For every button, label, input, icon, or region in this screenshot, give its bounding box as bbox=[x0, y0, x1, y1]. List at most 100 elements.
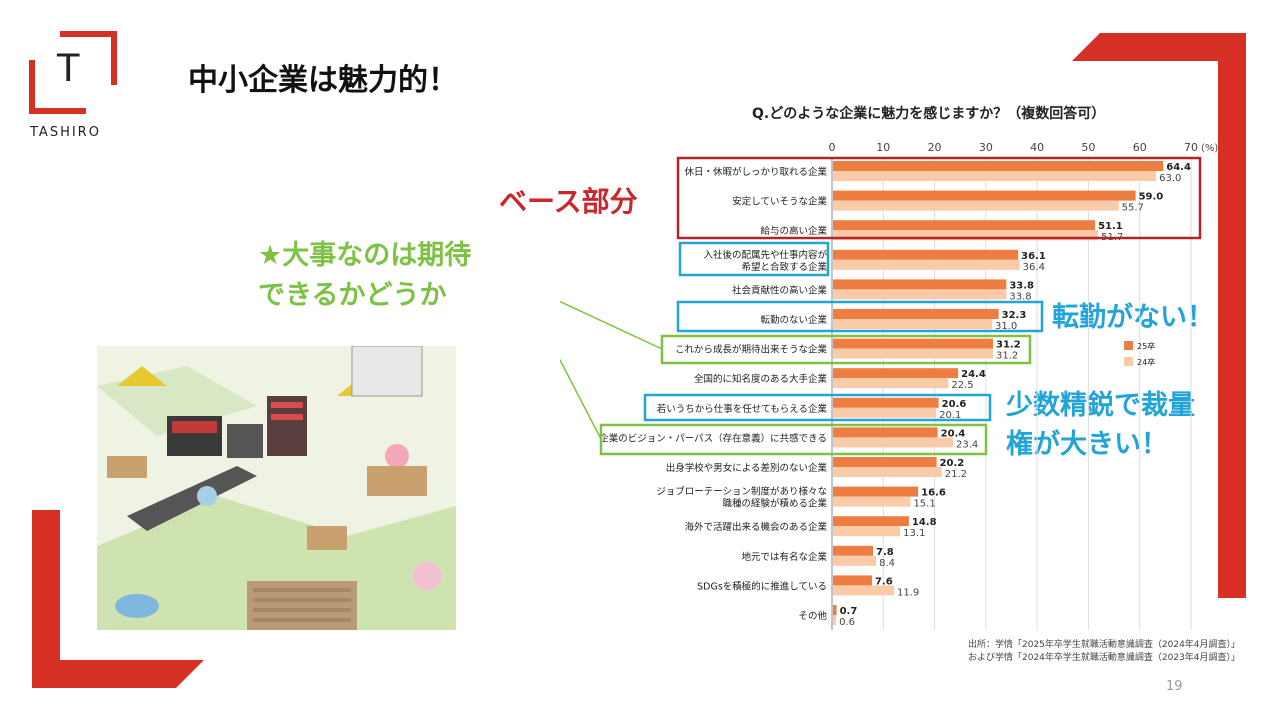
value-label-24: 8.4 bbox=[879, 558, 895, 569]
category-label: その他 bbox=[798, 610, 827, 622]
value-label-24: 0.6 bbox=[839, 617, 855, 628]
bar-24 bbox=[833, 230, 1099, 241]
unit-label: (%) bbox=[1201, 143, 1218, 154]
category-label: 企業のビジョン・パーパス（存在意義）に共感できる bbox=[599, 432, 827, 444]
factory-illustration-image bbox=[97, 345, 456, 630]
legend-label-24: 24卒 bbox=[1137, 357, 1155, 367]
bar-25 bbox=[833, 368, 959, 379]
value-label-25: 24.4 bbox=[961, 369, 986, 380]
bar-24 bbox=[833, 259, 1020, 270]
category-label: 海外で活躍出来る機会のある企業 bbox=[684, 521, 827, 533]
bar-25 bbox=[833, 220, 1096, 231]
bar-25 bbox=[833, 457, 937, 467]
x-tick-label: 60 bbox=[1133, 141, 1147, 154]
category-label: 入社後の配属先や仕事内容が bbox=[703, 249, 827, 261]
value-label-25: 64.4 bbox=[1166, 162, 1191, 173]
value-label-25: 59.0 bbox=[1139, 192, 1164, 203]
value-label-24: 22.5 bbox=[951, 380, 973, 391]
source-note: 出所：学情「2025年卒学生就職活動意識調査（2024年4月調査）」 および学情… bbox=[968, 639, 1240, 665]
callout-no-transfer: 転勤がない！ bbox=[1052, 302, 1214, 333]
bar-24 bbox=[833, 615, 837, 625]
value-label-25: 32.3 bbox=[1002, 310, 1027, 321]
value-label-24: 33.8 bbox=[1009, 291, 1031, 302]
value-label-24: 20.1 bbox=[939, 410, 961, 421]
value-label-24: 15.1 bbox=[913, 499, 935, 510]
bar-24 bbox=[833, 200, 1119, 211]
x-tick-label: 50 bbox=[1081, 141, 1095, 154]
page-number: 19 bbox=[1166, 679, 1183, 694]
callout-expectation-line1: ★大事なのは期待 bbox=[258, 240, 472, 271]
legend-label-25: 25卒 bbox=[1137, 341, 1155, 351]
bar-25 bbox=[833, 397, 939, 408]
highlight-box-assignment bbox=[678, 241, 830, 277]
value-label-24: 55.7 bbox=[1122, 203, 1144, 214]
category-label: 転勤のない企業 bbox=[760, 314, 827, 326]
bar-24 bbox=[833, 437, 954, 448]
category-label: 地元では有名な企業 bbox=[741, 551, 827, 563]
bar-24 bbox=[833, 378, 949, 389]
page-title: 中小企業は魅力的！ bbox=[188, 63, 458, 98]
chart-title: Q.どのような企業に魅力を感じますか？（複数回答可） bbox=[752, 106, 1106, 122]
value-label-24: 11.9 bbox=[897, 587, 919, 598]
bar-24 bbox=[833, 319, 992, 329]
bar-25 bbox=[833, 486, 919, 497]
highlight-box-no-transfer bbox=[676, 300, 1044, 333]
bar-24 bbox=[833, 407, 937, 418]
value-label-25: 20.6 bbox=[942, 399, 967, 410]
bar-25 bbox=[833, 309, 999, 319]
bar-25 bbox=[833, 249, 1019, 260]
bar-25 bbox=[833, 161, 1164, 171]
value-label-24: 63.0 bbox=[1159, 173, 1181, 184]
value-label-25: 36.1 bbox=[1021, 251, 1046, 262]
category-label: 希望と合致する企業 bbox=[741, 261, 827, 273]
bar-24 bbox=[833, 526, 901, 537]
red-bracket-bottom-left-h bbox=[32, 660, 204, 688]
category-label: ジョブローテーション制度があり様々な bbox=[656, 486, 827, 498]
value-label-25: 31.2 bbox=[996, 340, 1021, 351]
category-label: SDGsを積極的に推進している bbox=[697, 580, 827, 592]
legend-swatch-25 bbox=[1124, 341, 1133, 350]
highlight-box-growth bbox=[660, 334, 1032, 365]
bar-24 bbox=[833, 585, 895, 596]
category-label: これから成長が期待出来そうな企業 bbox=[675, 344, 828, 356]
category-label: 職種の経験が積める企業 bbox=[722, 498, 827, 510]
x-tick-label: 0 bbox=[829, 141, 836, 154]
highlight-box-responsibility bbox=[643, 393, 992, 422]
bar-25 bbox=[833, 605, 837, 615]
bar-25 bbox=[833, 338, 994, 349]
x-tick-label: 10 bbox=[876, 141, 890, 154]
logo-letter: T bbox=[56, 46, 81, 90]
red-bracket-top-right-h bbox=[1072, 33, 1246, 61]
category-label: 休日・休暇がしっかり取れる企業 bbox=[684, 166, 827, 178]
value-label-25: 20.2 bbox=[940, 458, 965, 469]
value-label-24: 31.2 bbox=[996, 351, 1018, 362]
bar-25 bbox=[833, 545, 874, 556]
connector-line-vision bbox=[560, 358, 602, 440]
bar-chart: 0 10 20 30 40 50 60 70 (%) 64.463.059.055.751.15… bbox=[560, 141, 1218, 630]
bar-24 bbox=[833, 171, 1157, 181]
value-label-24: 21.2 bbox=[945, 469, 967, 480]
callout-elite-line2: 権が大きい！ bbox=[1006, 429, 1168, 460]
logo-mark: T bbox=[28, 30, 118, 115]
bar-25 bbox=[833, 516, 909, 527]
value-label-25: 33.8 bbox=[1009, 280, 1034, 291]
x-tick-label: 20 bbox=[928, 141, 942, 154]
highlight-box-vision bbox=[599, 423, 988, 456]
value-label-25: 14.8 bbox=[912, 517, 937, 528]
bar-24 bbox=[833, 348, 994, 359]
x-tick-label: 70 bbox=[1184, 141, 1198, 154]
legend-swatch-24 bbox=[1124, 357, 1133, 366]
callout-expectation-line2: できるかどうか bbox=[258, 280, 447, 311]
value-label-24: 13.1 bbox=[903, 528, 925, 539]
value-label-25: 51.1 bbox=[1098, 221, 1123, 232]
highlight-box-base bbox=[676, 156, 1202, 240]
bar-24 bbox=[833, 467, 942, 477]
bar-24 bbox=[833, 496, 911, 507]
value-label-25: 20.4 bbox=[941, 428, 966, 439]
category-label: 若いうちから仕事を任せてもらえる企業 bbox=[657, 403, 828, 415]
connector-line-growth bbox=[560, 300, 663, 350]
x-tick-label: 40 bbox=[1030, 141, 1044, 154]
value-label-25: 7.6 bbox=[875, 576, 893, 587]
source-line-2: および学情「2024年卒学生就職活動意識調査（2023年4月調査）」 bbox=[968, 653, 1241, 663]
category-label: 社会貢献性の高い企業 bbox=[732, 284, 828, 296]
